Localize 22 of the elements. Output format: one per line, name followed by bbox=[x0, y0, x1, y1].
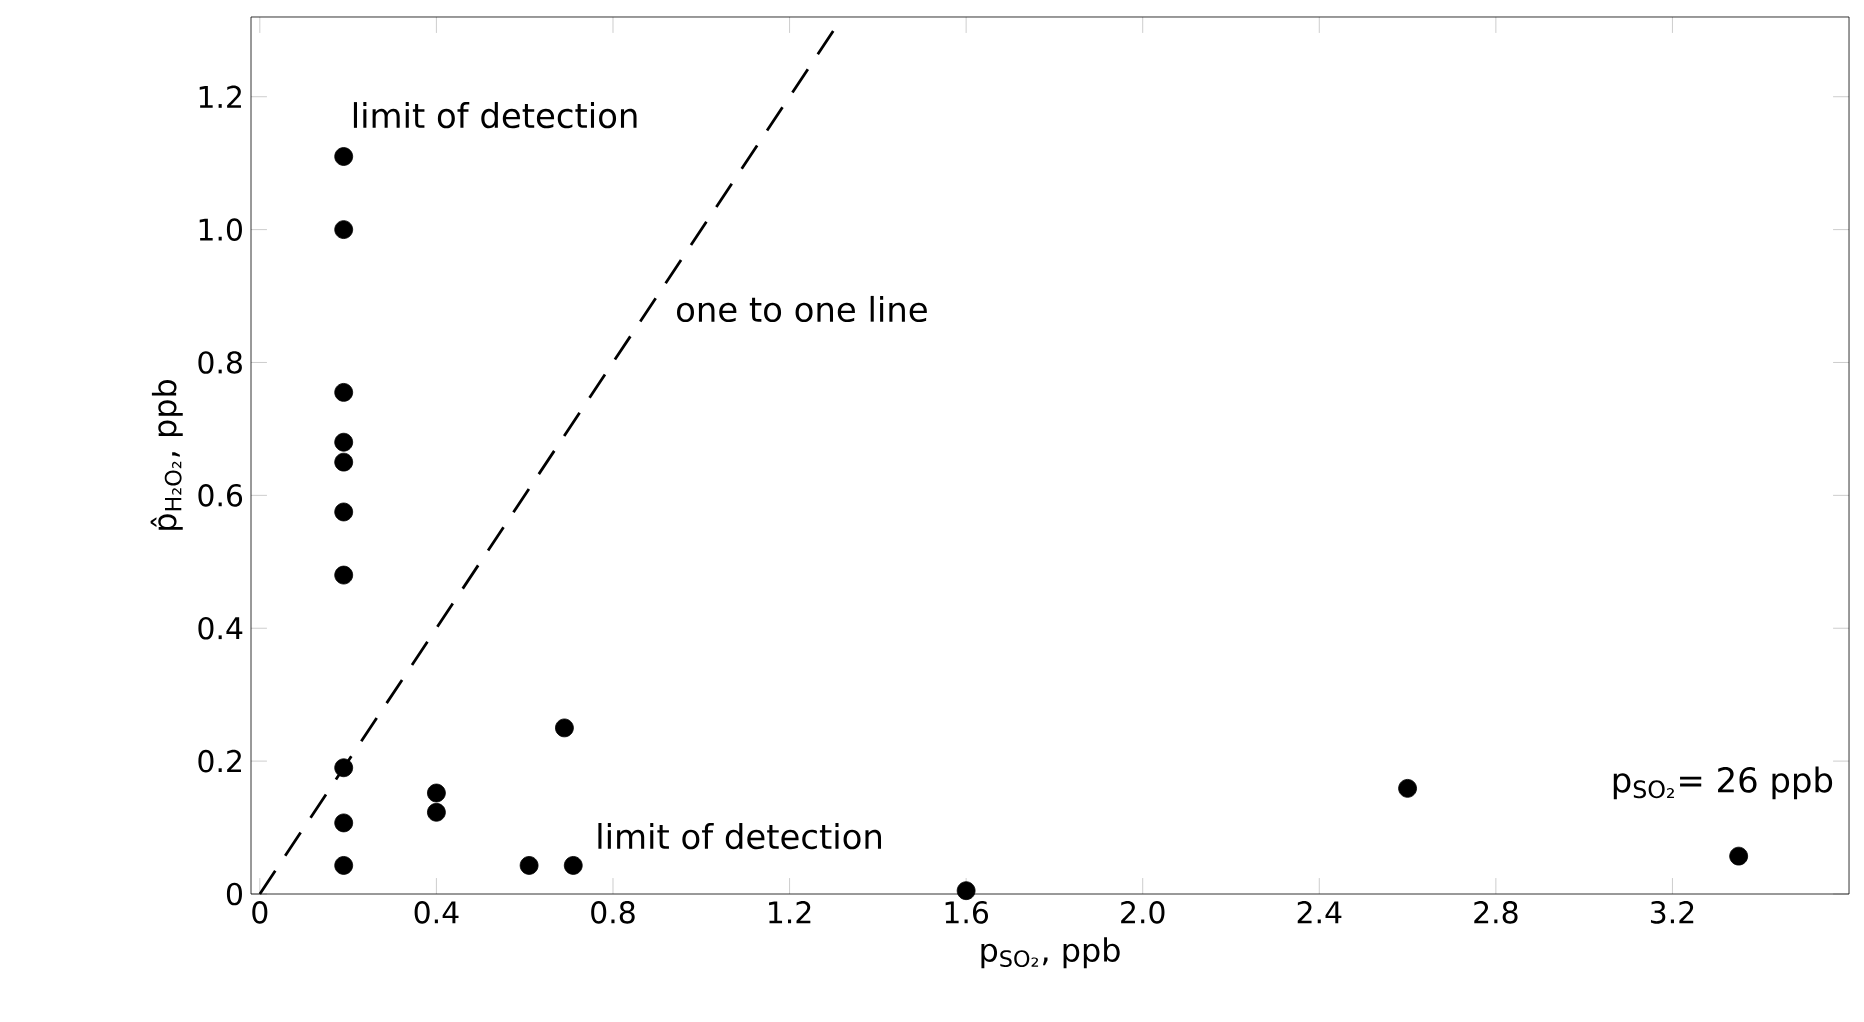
y-axis-title: p̂$_{H₂O₂}$, ppb bbox=[150, 380, 183, 530]
x-tick-label: 2.8 bbox=[1474, 901, 1518, 924]
x-tick-label: 2.0 bbox=[1121, 901, 1165, 924]
y-tick-label: 0.2 bbox=[198, 749, 241, 773]
x-tick-label: 0.8 bbox=[591, 901, 635, 924]
y-tick-label: 0.8 bbox=[198, 351, 242, 374]
annotation: limit of detection bbox=[598, 823, 881, 850]
annotation: p$_{SO₂}$= 26 ppb bbox=[1613, 766, 1833, 800]
x-tick-label: 3.2 bbox=[1650, 901, 1694, 924]
x-tick-label: 1.6 bbox=[945, 901, 989, 924]
x-tick-label: 1.2 bbox=[769, 901, 811, 924]
y-tick-label: 1.2 bbox=[199, 85, 241, 108]
x-tick-label: 0.4 bbox=[414, 901, 459, 924]
annotation: one to one line bbox=[677, 295, 927, 323]
y-tick-label: 1.0 bbox=[199, 218, 242, 241]
x-tick-label: 2.4 bbox=[1297, 901, 1342, 924]
y-tick-label: 0.4 bbox=[198, 616, 243, 640]
x-tick-label: 0 bbox=[252, 901, 268, 924]
y-tick-label: 0 bbox=[226, 882, 242, 906]
y-tick-label: 0.6 bbox=[198, 484, 243, 507]
annotation: limit of detection bbox=[353, 102, 637, 129]
x-axis-title: p$_{SO₂}$, ppb bbox=[981, 937, 1120, 969]
